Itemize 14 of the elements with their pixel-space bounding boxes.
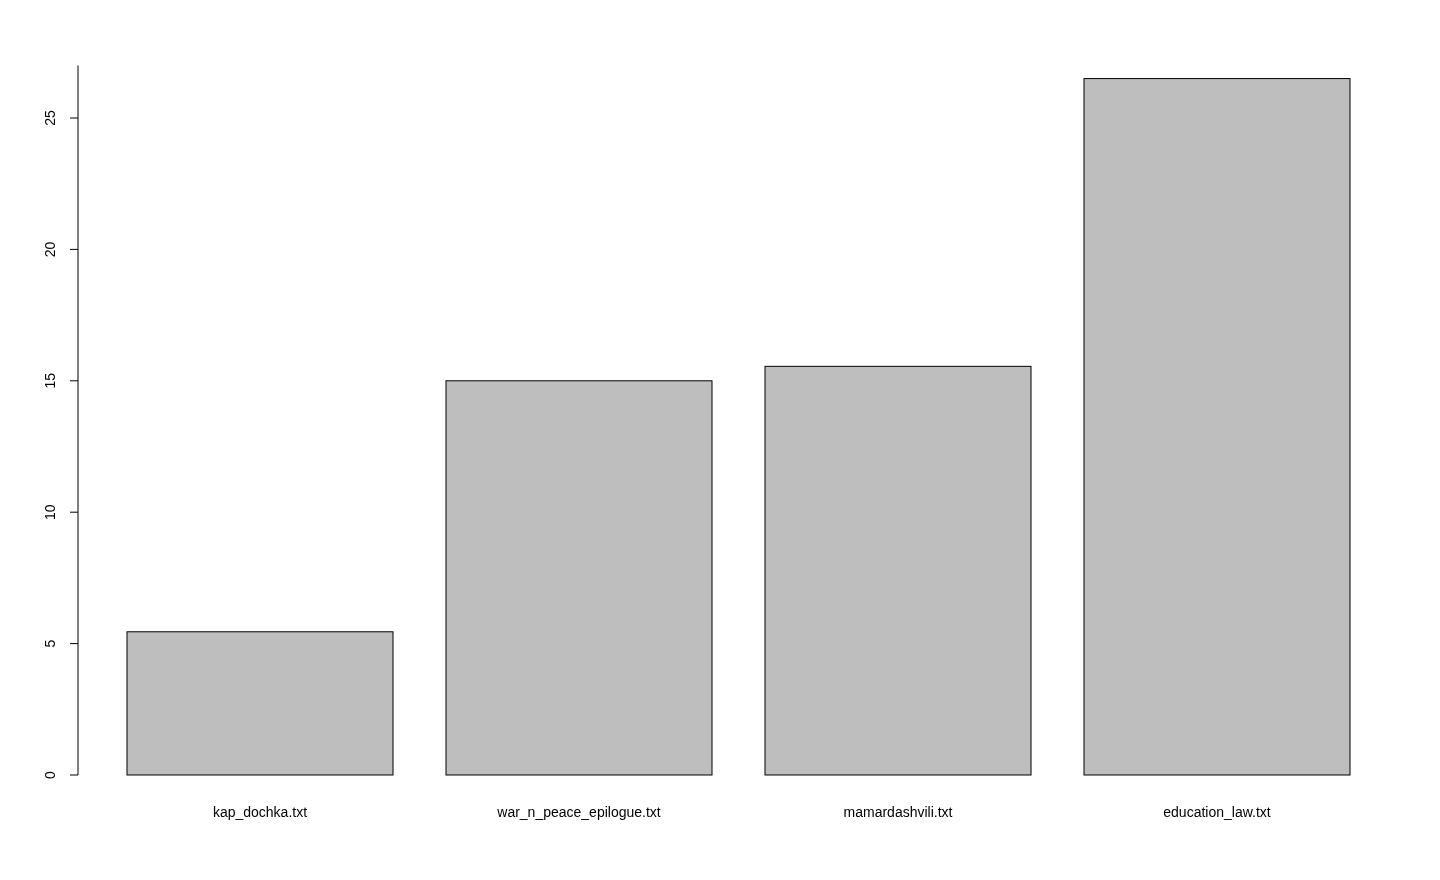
x-tick-label: kap_dochka.txt: [212, 804, 308, 820]
x-tick-label: mamardashvili.txt: [843, 804, 953, 820]
y-tick-label: 20: [42, 241, 58, 258]
bar: [126, 631, 394, 776]
bar: [1083, 78, 1351, 776]
y-tick-label: 15: [42, 372, 58, 389]
x-tick-label: education_law.txt: [1163, 804, 1271, 820]
y-tick-label: 0: [42, 770, 58, 779]
y-tick-label: 5: [42, 639, 58, 648]
x-tick-label: war_n_peace_epilogue.txt: [496, 804, 661, 820]
bar: [445, 380, 713, 776]
y-tick-label: 10: [42, 504, 58, 520]
bar: [764, 365, 1032, 776]
y-tick-label: 25: [42, 110, 58, 126]
